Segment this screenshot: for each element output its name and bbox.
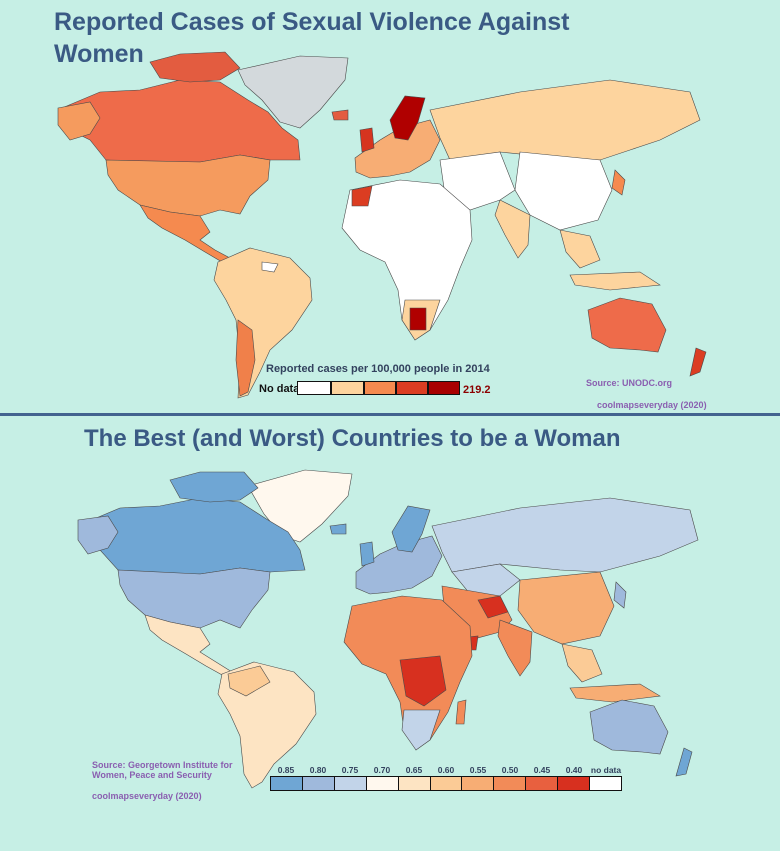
divider [0,413,780,416]
map1-title: Reported Cases of Sexual Violence Agains… [54,8,570,68]
new-zealand [689,347,707,377]
botswana [409,307,427,331]
usa [105,154,271,217]
indonesia [569,271,661,291]
map2-scale-swatch-5 [430,777,463,790]
map2-scale-swatch-8 [526,777,559,790]
map2-scale-swatch-4 [398,777,431,790]
australia [587,297,667,353]
map2-scale-swatch-7 [494,777,527,790]
map2-scale-swatch-10 [590,777,621,790]
japan [611,169,626,196]
map1-nodata-label: No data [259,383,300,395]
alaska [57,101,101,141]
map1-max-label: 219.2 [463,384,491,396]
map2-scale-tick-10: no data [590,765,622,775]
map2-title: The Best (and Worst) Countries to be a W… [84,425,621,452]
indonesia [569,683,661,703]
arctic-islands [169,471,259,503]
map2-scale-swatch-2 [334,777,367,790]
map2-scale-tick-7: 0.50 [501,765,519,775]
map1-world-map [57,51,707,399]
scandinavia [391,505,431,553]
se-asia [561,643,603,683]
map2-scale-tick-6: 0.55 [469,765,487,775]
map2-source-line1: Source: Georgetown Institute for [92,760,233,770]
map2-scale-tick-2: 0.75 [341,765,359,775]
uk [359,127,375,153]
map2-scale-swatch-0 [271,777,303,790]
china-mongolia [514,151,613,231]
madagascar [455,699,467,725]
map2-scale-bar [270,776,622,791]
map2-scale-tick-3: 0.70 [373,765,391,775]
southern-africa [401,709,441,751]
canada [61,79,301,163]
europe [355,535,443,595]
map1-legend-swatch-2 [364,381,396,395]
central-africa [399,655,447,707]
india [494,199,531,259]
map1-credit: coolmapseveryday (2020) [597,400,707,410]
map2-scale-tick-5: 0.60 [437,765,455,775]
map1-source: Source: UNODC.org [586,378,673,388]
iceland [329,523,347,535]
morocco [351,185,373,207]
alaska [77,515,119,555]
map2-world-map [77,469,699,789]
russia [431,497,699,573]
new-zealand [675,747,693,777]
map2-credit: coolmapseveryday (2020) [92,791,202,801]
map1-legend-swatch-3 [396,381,428,395]
map1-legend-title: Reported cases per 100,000 people in 201… [266,363,490,375]
map2-scale-tick-4: 0.65 [405,765,423,775]
usa [117,567,271,629]
map2-scale-tick-9: 0.40 [565,765,583,775]
map1-legend-swatch-nodata [297,381,331,395]
afghanistan [477,595,509,619]
se-asia [559,229,601,269]
arctic-islands [149,51,241,83]
map2-source-line2: Women, Peace and Security [92,770,212,780]
chile-argentina [235,319,256,397]
india [497,619,533,677]
japan [613,581,627,609]
uk [359,541,375,567]
colombia-venezuela [227,665,271,697]
map1-legend-swatch-1 [331,381,364,395]
guyana [261,261,279,273]
map2-scale-swatch-1 [302,777,335,790]
south-america [213,247,313,399]
map2-scale-swatch-3 [366,777,399,790]
map2-scale-swatch-6 [462,777,495,790]
russia-asia [429,79,701,161]
map2-scale-swatch-9 [558,777,591,790]
greenland [237,55,349,129]
map2-scale-tick-1: 0.80 [309,765,327,775]
map1-legend-swatch-4 [428,381,460,395]
china [517,571,615,645]
australia [589,699,669,755]
map2-scale-tick-8: 0.45 [533,765,551,775]
iceland [331,109,349,121]
map2-scale-tick-0: 0.85 [277,765,295,775]
scandinavia [389,95,426,141]
